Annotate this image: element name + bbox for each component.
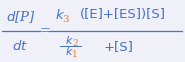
Text: $d$[P]: $d$[P] — [6, 9, 35, 25]
Text: =: = — [40, 24, 51, 37]
Text: $k$: $k$ — [65, 45, 74, 57]
Text: $dt$: $dt$ — [12, 39, 28, 54]
Text: ([E]+[ES])[S]: ([E]+[ES])[S] — [80, 8, 166, 21]
Text: 1: 1 — [72, 50, 78, 59]
Text: 3: 3 — [62, 15, 69, 24]
Text: $k$: $k$ — [55, 8, 65, 22]
Text: +[S]: +[S] — [103, 40, 133, 53]
Text: 2: 2 — [72, 39, 78, 48]
Text: $k$: $k$ — [65, 34, 74, 46]
